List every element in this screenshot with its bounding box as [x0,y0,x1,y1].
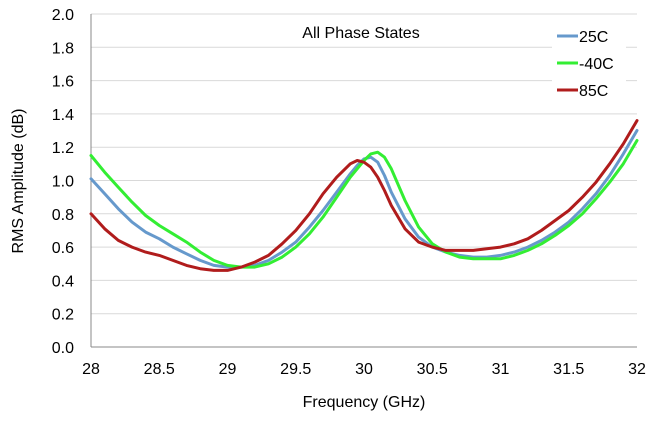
y-tick-label: 1.4 [52,107,74,124]
y-tick-label: 0.4 [52,273,74,290]
x-tick-label: 28.5 [144,361,175,378]
legend-label-0: 25C [579,29,608,46]
y-tick-label: 0.2 [52,307,74,324]
x-tick-label: 32 [628,361,646,378]
legend-label-1: -40C [579,56,614,73]
series-line-1 [89,139,639,269]
y-tick-labels: 0.0 0.2 0.4 0.6 0.8 1.0 1.2 1.4 1.6 1.8 2.0 [52,7,74,357]
x-tick-label: 30.5 [417,361,448,378]
x-tick-label: 30 [355,361,373,378]
series-lines [89,119,639,272]
x-tick-label: 31 [492,361,510,378]
y-tick-label: 2.0 [52,7,74,24]
y-tick-label: 1.0 [52,174,74,191]
x-tick-label: 29.5 [280,361,311,378]
x-tick-labels: 28 28.5 29 29.5 30 30.5 31 31.5 32 [82,361,646,378]
legend-box [552,18,626,102]
gridlines [91,13,637,315]
y-tick-label: 0.6 [52,240,74,257]
series-line-2 [89,119,639,272]
y-tick-label: 0.0 [52,340,74,357]
legend: 25C -40C 85C [552,18,626,102]
x-tick-label: 28 [82,361,100,378]
y-tick-label: 1.8 [52,40,74,57]
y-tick-label: 1.6 [52,74,74,91]
x-tick-label: 29 [219,361,237,378]
chart-title-box [276,18,446,46]
x-tick-label: 31.5 [553,361,584,378]
y-tick-label: 1.2 [52,140,74,157]
y-axis-label: RMS Amplitude (dB) [10,109,27,254]
y-tick-label: 0.8 [52,207,74,224]
x-axis-label: Frequency (GHz) [303,394,426,411]
legend-label-2: 85C [579,83,608,100]
chart-title: All Phase States [302,25,419,42]
